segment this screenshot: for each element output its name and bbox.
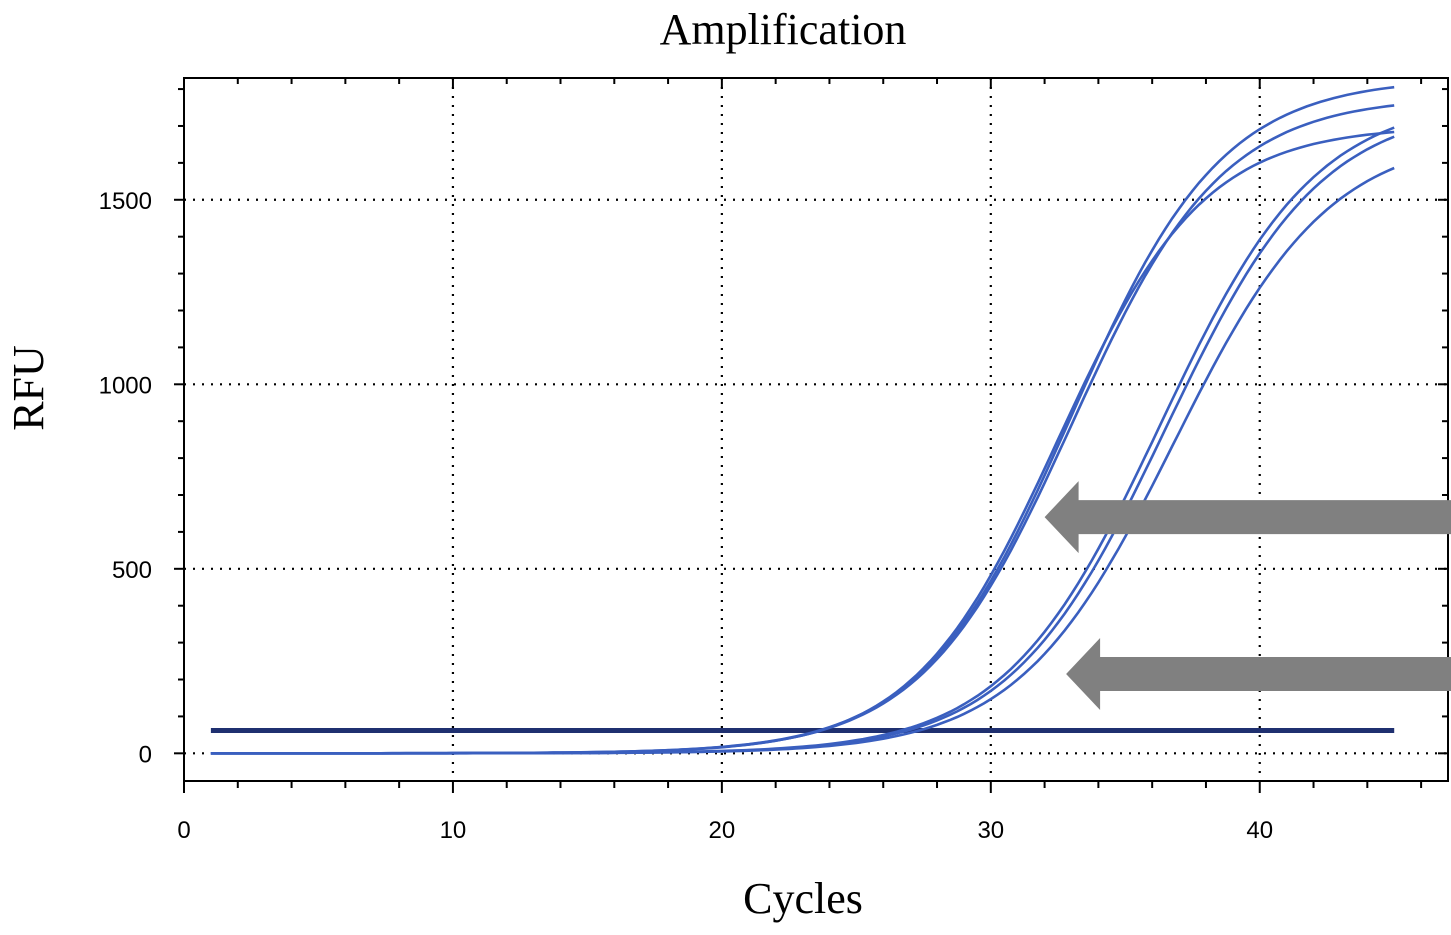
grid-lines [184,78,1448,781]
y-axis-label: RFU [4,345,53,431]
x-tick-label: 40 [1246,817,1273,844]
x-tick-labels: 0 10 20 30 40 [177,817,1273,844]
x-tick-label: 20 [709,817,736,844]
series-layer [210,85,1395,755]
plot-area-frame [183,77,1449,782]
y-tick-label: 1500 [99,188,152,215]
amplification-curve [210,104,1395,755]
chart-title: Amplification [660,5,907,54]
y-tick-label: 1000 [99,372,152,399]
amplification-curve [210,85,1395,755]
x-tick-label: 0 [177,817,190,844]
y-tick-label: 0 [139,741,152,768]
annotation-arrow [1044,481,1451,554]
x-axis-label: Cycles [743,874,863,923]
annotation-arrows [1044,481,1451,710]
x-tick-label: 30 [977,817,1004,844]
y-tick-labels: 0 500 1000 1500 [99,188,152,769]
x-tick-label: 10 [440,817,467,844]
amplification-curve [210,166,1395,755]
annotation-arrow [1066,638,1451,710]
y-tick-label: 500 [112,557,152,584]
